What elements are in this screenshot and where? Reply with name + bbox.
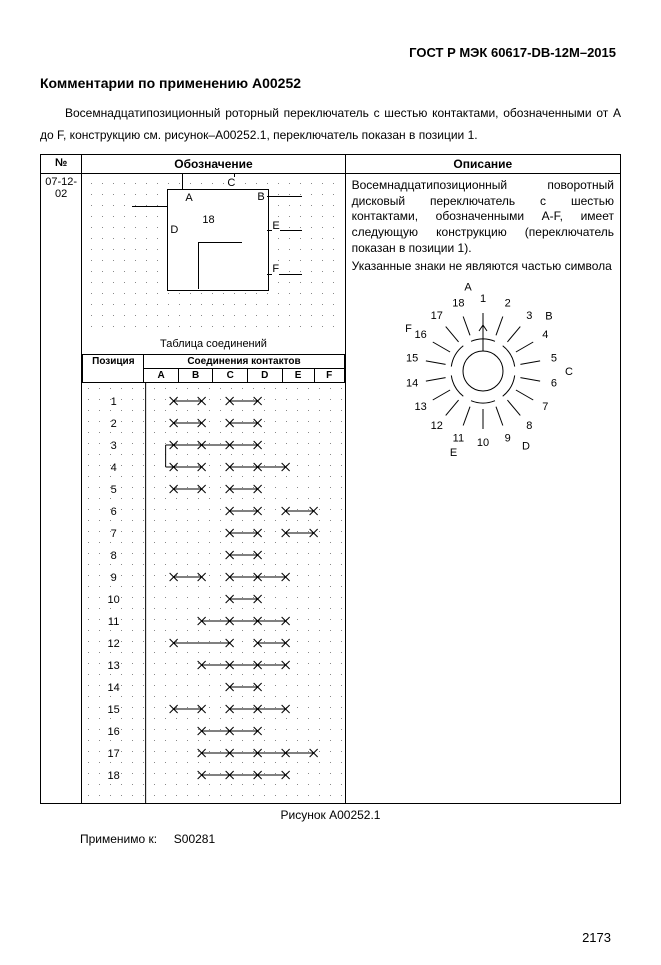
svg-text:5: 5: [551, 352, 557, 364]
contacts-header: Соединения контактов: [144, 355, 344, 369]
actuator-h: [198, 242, 242, 243]
svg-text:2: 2: [504, 297, 510, 309]
label-18: 18: [202, 214, 214, 226]
svg-text:16: 16: [414, 329, 426, 341]
svg-text:15: 15: [107, 704, 119, 716]
svg-text:11: 11: [452, 432, 463, 444]
right-col-header: Описание: [345, 155, 620, 174]
svg-text:6: 6: [551, 377, 557, 389]
num-cell: 07-12-02: [41, 174, 82, 355]
rotary-diagram: 123456789101112131415161718ABCDEF: [363, 281, 603, 461]
actuator-v: [198, 242, 199, 289]
svg-text:12: 12: [430, 420, 442, 432]
svg-text:10: 10: [477, 437, 489, 449]
svg-text:17: 17: [107, 748, 119, 760]
column-letter: E: [282, 369, 314, 383]
page: ГОСТ Р МЭК 60617-DB-12M–2015 Комментарии…: [0, 0, 661, 965]
svg-text:11: 11: [108, 616, 119, 628]
conn-body-row: 123456789101112131415161718: [83, 383, 344, 804]
symbol-cell: A B C D E F 18 Таблица соединений: [82, 174, 345, 355]
conn-body-cell: 123456789101112131415161718: [83, 383, 344, 804]
svg-text:1: 1: [480, 293, 486, 305]
description-text: Восемнадцатипозиционный поворотный диско…: [352, 178, 614, 256]
lead-a: [182, 174, 183, 189]
svg-text:7: 7: [110, 528, 116, 540]
section-title: Комментарии по применению A00252: [40, 75, 621, 91]
svg-text:10: 10: [107, 594, 119, 606]
conn-header-1: Позиция Соединения контактов: [83, 355, 344, 369]
svg-text:B: B: [545, 310, 552, 322]
symbol-caption: Таблица соединений: [82, 336, 344, 352]
connections-cell: Позиция Соединения контактов ABCDEF 1234…: [82, 354, 345, 804]
description-cell: Восемнадцатипозиционный поворотный диско…: [345, 174, 620, 804]
applies-value: S00281: [174, 832, 215, 846]
svg-text:8: 8: [526, 420, 532, 432]
lead-d: [132, 206, 167, 207]
num-header: №: [41, 155, 82, 174]
svg-text:6: 6: [110, 506, 116, 518]
svg-text:7: 7: [542, 401, 548, 413]
label-c: C: [227, 177, 235, 189]
main-table: № Обозначение Описание 07-12-02: [40, 154, 621, 804]
column-letter: C: [213, 369, 248, 383]
pos-header: Позиция: [83, 355, 144, 383]
svg-text:F: F: [405, 323, 412, 335]
applies-label: Применимо к:: [80, 832, 157, 846]
svg-text:4: 4: [110, 462, 116, 474]
svg-text:5: 5: [110, 484, 116, 496]
symbol-diagram: A B C D E F 18 Таблица соединений: [82, 174, 344, 354]
svg-text:18: 18: [107, 770, 119, 782]
svg-text:15: 15: [406, 352, 418, 364]
svg-text:E: E: [450, 447, 457, 459]
svg-text:9: 9: [110, 572, 116, 584]
svg-text:C: C: [565, 366, 573, 378]
svg-text:17: 17: [430, 310, 442, 322]
svg-text:3: 3: [526, 310, 532, 322]
connections-svg: 123456789101112131415161718: [83, 383, 344, 803]
num-cell-blank: [41, 354, 82, 804]
label-d: D: [170, 224, 178, 236]
svg-text:18: 18: [452, 297, 464, 309]
svg-text:A: A: [464, 281, 472, 293]
connections-table: Позиция Соединения контактов ABCDEF 1234…: [82, 354, 344, 803]
lead-b: [267, 196, 302, 197]
svg-text:1: 1: [110, 396, 116, 408]
intro-text: Восемнадцатипозиционный роторный переклю…: [40, 103, 621, 146]
label-f: F: [272, 263, 279, 275]
table-body-row: 07-12-02 A B: [41, 174, 621, 355]
applies-to: Применимо к: S00281: [80, 832, 621, 846]
label-b: B: [257, 191, 264, 203]
connections-grid: 123456789101112131415161718: [83, 383, 344, 803]
label-e: E: [272, 220, 279, 232]
svg-text:3: 3: [110, 440, 116, 452]
document-id: ГОСТ Р МЭК 60617-DB-12M–2015: [40, 45, 616, 60]
column-letter: A: [144, 369, 179, 383]
column-letter: F: [314, 369, 344, 383]
svg-text:D: D: [522, 440, 530, 452]
svg-text:13: 13: [414, 401, 426, 413]
page-number: 2173: [582, 930, 611, 945]
svg-text:9: 9: [504, 432, 510, 444]
svg-text:12: 12: [107, 638, 119, 650]
rotary-group: 123456789101112131415161718ABCDEF: [405, 281, 573, 459]
label-a: A: [185, 192, 192, 204]
svg-text:2: 2: [110, 418, 116, 430]
symbol-square: [167, 189, 269, 291]
column-letter: B: [178, 369, 213, 383]
svg-text:16: 16: [107, 726, 119, 738]
description-text-2: Указанные знаки не являются частью симво…: [352, 259, 614, 275]
column-letter: D: [247, 369, 282, 383]
svg-text:13: 13: [107, 660, 119, 672]
svg-text:14: 14: [107, 682, 119, 694]
left-col-header: Обозначение: [82, 155, 345, 174]
table-header-row: № Обозначение Описание: [41, 155, 621, 174]
svg-text:14: 14: [406, 377, 418, 389]
svg-text:4: 4: [542, 329, 548, 341]
figure-label: Рисунок A00252.1: [40, 808, 621, 822]
svg-text:8: 8: [110, 550, 116, 562]
